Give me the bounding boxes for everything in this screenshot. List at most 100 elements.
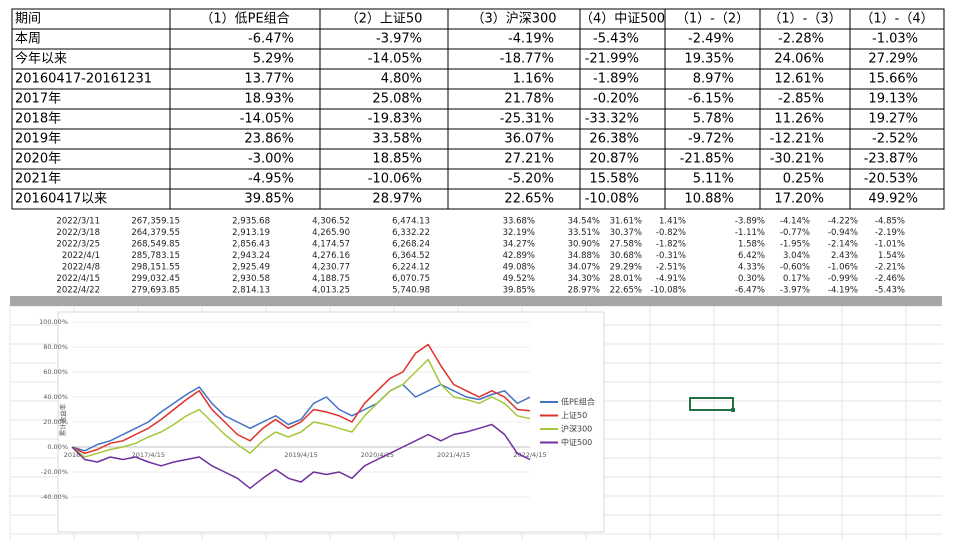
sheet-cell: -2.14% — [828, 240, 858, 250]
cell: 8.97% — [693, 72, 734, 87]
sheet-cell: 2022/4/8 — [62, 263, 100, 273]
sheet-cell: 2,935.68 — [232, 217, 270, 227]
selected-cell[interactable] — [689, 397, 734, 411]
header-cell: （4）中证500 — [580, 12, 665, 27]
sheet-cell: 30.68% — [610, 251, 642, 261]
sheet-cell: 33.68% — [503, 217, 535, 227]
cell: 28.97% — [372, 192, 422, 207]
x-tick-label: 2017/4/15 — [132, 451, 165, 459]
sheet-cell: 4,265.90 — [312, 228, 350, 238]
sheet-cell: -10.08% — [651, 286, 686, 296]
y-tick-label: 0.00% — [47, 443, 68, 451]
y-tick-label: 40.00% — [43, 393, 68, 401]
sheet-cell: -0.77% — [780, 228, 810, 238]
cell: -5.43% — [593, 32, 639, 47]
cell: -20.53% — [864, 172, 918, 187]
sheet-cell: 2,814.13 — [232, 286, 270, 296]
cell: 2019年 — [15, 132, 61, 147]
y-tick-label: -20.00% — [41, 468, 68, 476]
cell: -4.95% — [248, 172, 294, 187]
sheet-cell: 34.54% — [568, 217, 600, 227]
sheet-cell: -3.97% — [780, 286, 810, 296]
sheet-cell: -4.19% — [828, 286, 858, 296]
cell: -3.97% — [376, 32, 422, 47]
fill-handle[interactable] — [731, 408, 735, 412]
sheet-cell: 2,930.58 — [232, 274, 270, 284]
cell: 2021年 — [15, 172, 61, 187]
sheet-cell: -1.01% — [875, 240, 905, 250]
sheet-cell: 2,943.24 — [232, 251, 270, 261]
cell: 12.61% — [774, 72, 824, 87]
cell: -10.06% — [368, 172, 422, 187]
y-tick-label: -40.00% — [41, 493, 68, 501]
cell: 本周 — [15, 32, 41, 47]
cell: -30.21% — [770, 152, 824, 167]
series-line — [71, 383, 531, 452]
legend-label: 沪深300 — [561, 424, 592, 434]
cell: 2017年 — [15, 92, 61, 107]
cell: -2.49% — [688, 32, 734, 47]
cell: 49.92% — [868, 192, 918, 207]
cell: -6.15% — [688, 92, 734, 107]
cell: -18.77% — [500, 52, 554, 67]
sheet-cell: 2022/4/1 — [62, 251, 100, 261]
cell: 39.85% — [244, 192, 294, 207]
cell: 10.88% — [684, 192, 734, 207]
sheet-cell: 28.01% — [610, 274, 642, 284]
sheet-cell: 49.52% — [503, 274, 535, 284]
sheet-cell: -0.94% — [828, 228, 858, 238]
cell: -2.85% — [778, 92, 824, 107]
cell: 19.27% — [868, 112, 918, 127]
sheet-cell: 2022/3/25 — [56, 240, 100, 250]
cell: 2020年 — [15, 152, 61, 167]
cell: 20160417以来 — [15, 192, 107, 207]
cell: -19.83% — [368, 112, 422, 127]
cell: 18.93% — [244, 92, 294, 107]
sheet-cell: 267,359.15 — [131, 217, 180, 227]
x-tick-label: 2021/4/15 — [437, 451, 470, 459]
y-axis-label: 累计收益率 — [58, 403, 67, 436]
sheet-cell: 49.08% — [503, 263, 535, 273]
cell: -12.21% — [770, 132, 824, 147]
y-tick-label: 100.00% — [39, 318, 68, 326]
cell: 5.11% — [693, 172, 734, 187]
sheet-cell: 6.42% — [738, 251, 765, 261]
cell: -1.89% — [593, 72, 639, 87]
sheet-cell: 4,306.52 — [312, 217, 350, 227]
sheet-cell: 22.65% — [610, 286, 642, 296]
sheet-cell: 2022/3/18 — [56, 228, 100, 238]
sheet-cell: 1.41% — [659, 217, 686, 227]
legend-label: 低PE组合 — [561, 397, 595, 407]
cell: -14.05% — [368, 52, 422, 67]
sheet-cell: 4,230.77 — [312, 263, 350, 273]
sheet-cell: 30.90% — [568, 240, 600, 250]
y-tick-label: 20.00% — [43, 418, 68, 426]
cell: 27.21% — [504, 152, 554, 167]
sheet-cell: 2.43% — [831, 251, 858, 261]
sheet-cell: 39.85% — [503, 286, 535, 296]
sheet-cell: -1.11% — [735, 228, 765, 238]
sheet-cell: -2.51% — [656, 263, 686, 273]
cell: -25.31% — [500, 112, 554, 127]
cell: -6.47% — [248, 32, 294, 47]
cell: 20160417-20161231 — [15, 72, 152, 87]
sheet-cell: 31.61% — [610, 217, 642, 227]
sheet-cell: -3.89% — [735, 217, 765, 227]
cell: -5.20% — [508, 172, 554, 187]
sheet-cell: -2.46% — [875, 274, 905, 284]
x-tick-label: 2019/4/15 — [284, 451, 317, 459]
series-line — [71, 343, 531, 455]
sheet-cell: -5.43% — [875, 286, 905, 296]
sheet-cell: 0.30% — [738, 274, 765, 284]
sheet-cell: 32.19% — [503, 228, 535, 238]
x-tick-label: 2022/4/15 — [513, 451, 546, 459]
cell: -23.87% — [864, 152, 918, 167]
x-tick-label: 2016 — [64, 451, 81, 459]
cell: 5.78% — [693, 112, 734, 127]
sheet-cell: 42.89% — [503, 251, 535, 261]
sheet-cell: 4.33% — [738, 263, 765, 273]
sheet-cell: 279,693.85 — [131, 286, 180, 296]
sheet-cell: 3.04% — [783, 251, 810, 261]
cell: -33.32% — [585, 112, 639, 127]
